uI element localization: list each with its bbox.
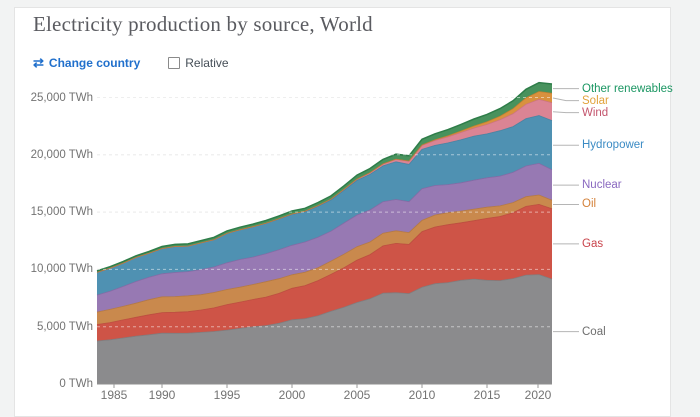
chart-controls: ⇄ Change country Relative bbox=[33, 55, 229, 71]
legend-item-gas[interactable]: Gas bbox=[582, 237, 604, 250]
change-country-label: Change country bbox=[48, 56, 141, 70]
chart-title: Electricity production by source, World bbox=[33, 12, 373, 36]
swap-arrows-icon: ⇄ bbox=[33, 55, 44, 70]
legend-item-other-renewables[interactable]: Other renewables bbox=[582, 82, 673, 95]
legend-item-coal[interactable]: Coal bbox=[582, 325, 606, 338]
change-country-button[interactable]: ⇄ Change country bbox=[33, 56, 140, 70]
plot-hover-region[interactable] bbox=[97, 88, 552, 384]
relative-checkbox[interactable] bbox=[168, 57, 181, 69]
legend-item-nuclear[interactable]: Nuclear bbox=[582, 179, 622, 192]
legend-item-hydropower[interactable]: Hydropower bbox=[582, 139, 644, 152]
relative-toggle[interactable]: Relative bbox=[168, 56, 229, 70]
legend-item-oil[interactable]: Oil bbox=[582, 198, 597, 211]
legend-item-solar[interactable]: Solar bbox=[582, 94, 609, 107]
legend-item-wind[interactable]: Wind bbox=[582, 106, 609, 119]
relative-label: Relative bbox=[185, 56, 229, 70]
